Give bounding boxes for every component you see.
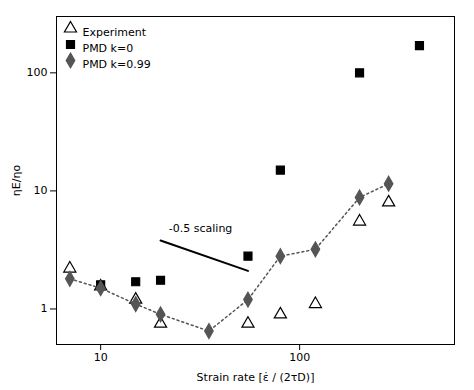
svg-text:Strain rate [ε̇ / (2τD)]: Strain rate [ε̇ / (2τD)] (197, 371, 315, 384)
svg-text:PMD k=0: PMD k=0 (83, 42, 134, 55)
svg-text:10: 10 (34, 184, 48, 197)
svg-text:1: 1 (41, 302, 48, 315)
svg-text:100: 100 (289, 351, 310, 364)
svg-text:-0.5 scaling: -0.5 scaling (169, 222, 233, 235)
svg-text:10: 10 (94, 351, 108, 364)
svg-text:Experiment: Experiment (83, 26, 147, 39)
svg-text:100: 100 (27, 66, 48, 79)
svg-text:ηE/ηo: ηE/ηo (10, 165, 23, 197)
svg-text:PMD k=0.99: PMD k=0.99 (83, 58, 151, 71)
